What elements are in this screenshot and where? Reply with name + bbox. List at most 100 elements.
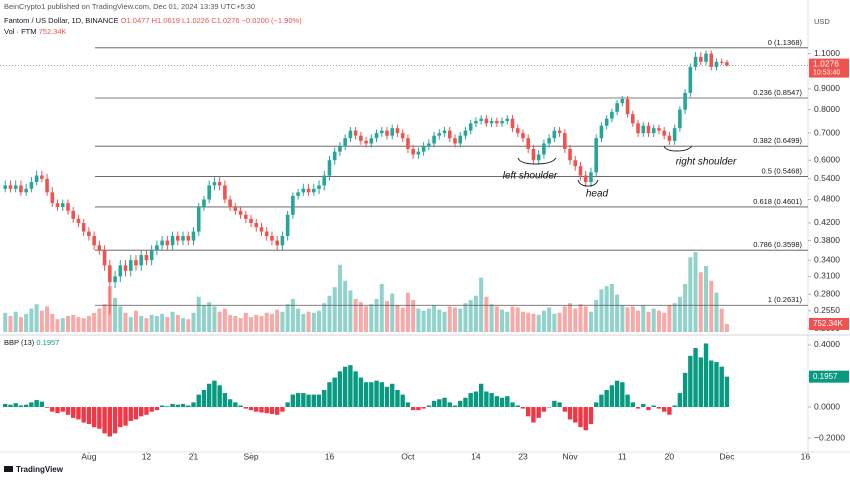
candle-body [160, 240, 164, 246]
bbp-bar [395, 389, 400, 408]
volume-bar [515, 307, 520, 332]
fib-label: 1 (0.2631) [768, 295, 803, 304]
volume-bar [269, 313, 274, 332]
volume-bar [662, 312, 667, 332]
volume-bar [620, 305, 625, 332]
bbp-bar [709, 360, 714, 408]
bbp-bar [405, 402, 411, 408]
candle-body [557, 130, 562, 134]
bbp-bar [254, 407, 259, 412]
candle-body [24, 188, 28, 193]
bbp-bar [536, 407, 541, 418]
candle-body [636, 123, 640, 134]
bbp-bar [50, 407, 55, 412]
candle-body [176, 236, 180, 241]
candle-body [531, 148, 536, 161]
fib-layer: 0 (1.1368) 0.236 (0.8547) 0.382 (0.6499) 0.… [95, 38, 808, 306]
candle-body [521, 133, 525, 139]
bbp-bar [358, 377, 364, 408]
volume-bar [677, 296, 682, 332]
candle-body [212, 182, 217, 186]
candle-body [301, 188, 306, 193]
candle-body [406, 138, 410, 149]
volume-bar [672, 303, 677, 332]
bbp-bar [693, 348, 698, 408]
bbp-bar [609, 385, 615, 408]
volume-bar [463, 303, 468, 332]
axis-layer: 1.1000 0.9000 0.8000 0.7000 0.6000 0.5400 0.48… [81, 48, 849, 461]
bbp-bar [437, 399, 442, 408]
volume-bar [311, 312, 316, 332]
candle-body [92, 236, 96, 246]
bbp-bar [384, 386, 390, 408]
bbp-bar [431, 400, 437, 408]
bbp-bar [316, 394, 322, 408]
candle-body [379, 130, 384, 134]
bbp-name: BBP (13) [4, 338, 35, 347]
bbp-label: 0.1957 [813, 372, 838, 381]
candle-body [526, 138, 531, 149]
bbp-bar [280, 407, 285, 412]
candle-body [552, 130, 557, 139]
candle-body [563, 133, 567, 149]
candle-body [207, 185, 211, 200]
volume-bar [704, 265, 709, 332]
bbp-bar [118, 407, 123, 428]
x-tick-label: 11 [618, 451, 627, 461]
candle-body [238, 210, 243, 215]
bbp-bar [170, 403, 175, 408]
candle-body [144, 255, 149, 261]
bbp-bar [55, 407, 60, 414]
candle-body [374, 133, 379, 139]
brand-logo [4, 466, 13, 472]
candle-body [542, 143, 546, 155]
volume-bar [693, 252, 698, 332]
candle-body [97, 245, 102, 251]
candle-body [594, 138, 598, 173]
x-tick-label: Nov [562, 451, 578, 461]
candle-body [280, 236, 285, 246]
bbp-bar [646, 407, 651, 411]
candle-body [327, 160, 332, 176]
bbp-y-tick-label: 0.0000 [814, 401, 840, 411]
y-tick-label: 0.2800 [814, 289, 840, 299]
candle-body [678, 109, 682, 129]
volume-bar [228, 314, 233, 332]
candle-body [583, 175, 588, 183]
volume-bar [374, 298, 379, 332]
volume-bar [322, 303, 327, 332]
candle-body [657, 128, 661, 131]
bbp-bar [139, 407, 144, 417]
fib-label: 0.786 (0.3598) [753, 240, 802, 249]
bbp-bar [719, 366, 724, 408]
volume-bar [405, 292, 410, 332]
volume-bar [259, 316, 264, 332]
candle-body [620, 98, 625, 104]
y-tick-label: 0.7000 [814, 127, 840, 137]
bbp-bar [191, 402, 196, 408]
candle-body [311, 188, 316, 193]
volume-bar [337, 264, 342, 332]
volume-bar [222, 308, 227, 332]
candle-body [76, 218, 81, 223]
volume-bar [667, 305, 672, 332]
candle-body [667, 135, 672, 141]
volume-name: Vol · FTM [4, 27, 37, 36]
candle-body [81, 222, 86, 232]
volume-bar [520, 311, 525, 332]
bbp-bar [593, 402, 599, 408]
volume-bar [191, 312, 196, 332]
candle-body [359, 135, 363, 141]
volume-bar [196, 296, 201, 332]
fib-label: 0.5 (0.5468) [762, 167, 803, 176]
bbp-bar [76, 407, 81, 420]
candle-body [395, 128, 400, 134]
volume-bar [207, 302, 212, 332]
volume-bar [390, 293, 395, 332]
bbp-bar [578, 407, 583, 428]
volume-bar [254, 314, 259, 332]
volume-bar [568, 303, 573, 332]
bbp-bar [630, 402, 636, 408]
volume-bar [264, 312, 269, 332]
